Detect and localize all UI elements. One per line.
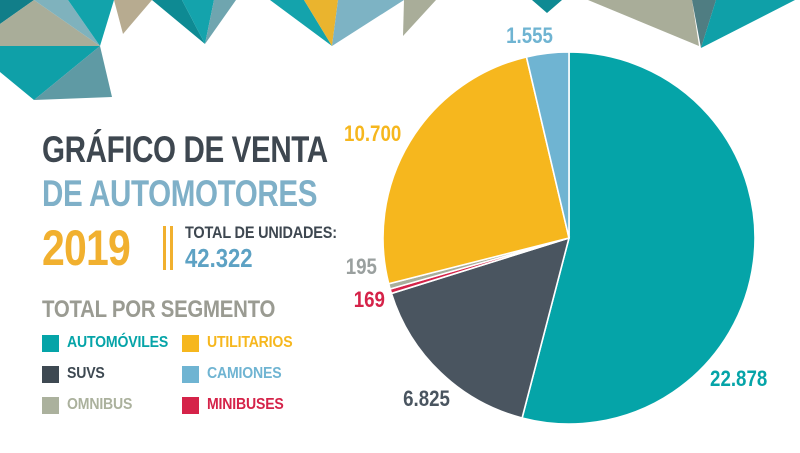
pie-slice-camiones <box>525 51 570 239</box>
total-units-value: 42.322 <box>185 242 253 273</box>
page-title-line2: DE AUTOMOTORES <box>42 173 318 214</box>
legend-item-omnibus: OMNIBUS <box>42 396 182 414</box>
legend-label: CAMIONES <box>207 365 282 382</box>
legend-label: MINIBUSES <box>207 396 284 413</box>
legend-label: UTILITARIOS <box>207 334 293 351</box>
pie-value-automoviles: 22.878 <box>710 366 768 391</box>
legend-swatch-utilitarios <box>182 334 199 352</box>
pie-slice-suvs <box>390 236 571 419</box>
legend-swatch-suvs <box>42 365 59 383</box>
total-units-label: TOTAL DE UNIDADES: <box>185 222 338 242</box>
decor-center-cluster <box>270 0 562 46</box>
title-block: GRÁFICO DE VENTA DE AUTOMOTORES <box>42 128 399 216</box>
double-bar-divider <box>163 226 174 270</box>
legend-swatch-minibuses <box>182 396 199 414</box>
pie-slice-utilitarios <box>382 55 570 285</box>
pie-value-utilitarios: 10.700 <box>344 121 402 146</box>
legend-item-minibuses: MINIBUSES <box>182 396 342 414</box>
legend-item-utilitarios: UTILITARIOS <box>182 334 342 352</box>
legend-label: OMNIBUS <box>67 396 133 413</box>
page-title-line1: GRÁFICO DE VENTA <box>42 129 328 170</box>
decor-right-cluster <box>588 0 795 48</box>
pie-value-camiones: 1.555 <box>506 23 554 48</box>
legend-swatch-camiones <box>182 365 199 383</box>
legend-label: SUVS <box>67 365 105 382</box>
legend: AUTOMÓVILES UTILITARIOS SUVS CAMIONES OM… <box>42 334 342 414</box>
year-label: 2019 <box>42 220 131 276</box>
year-total-row: 2019 TOTAL DE UNIDADES: 42.322 <box>42 222 364 274</box>
legend-swatch-omnibus <box>42 396 59 414</box>
legend-item-automoviles: AUTOMÓVILES <box>42 334 182 352</box>
legend-item-camiones: CAMIONES <box>182 365 342 383</box>
header-polygon-decoration <box>0 0 795 100</box>
pie-slice-autom-viles <box>521 51 756 425</box>
pie-value-suvs: 6.825 <box>403 386 451 411</box>
legend-label: AUTOMÓVILES <box>67 334 169 351</box>
decor-left-cluster <box>0 0 236 100</box>
legend-item-suvs: SUVS <box>42 365 182 383</box>
pie-value-minibuses: 169 <box>353 287 385 312</box>
legend-swatch-automoviles <box>42 334 59 352</box>
legend-heading: TOTAL POR SEGMENTO <box>42 296 276 323</box>
pie-value-omnibus: 195 <box>345 254 377 279</box>
